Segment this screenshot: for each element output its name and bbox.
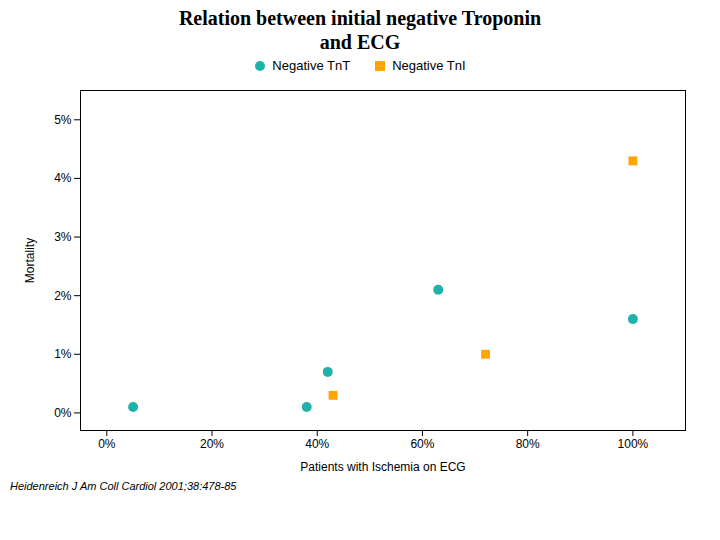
html-text:Heidenreich J Am Coll Cardiol: Heidenreich J Am Coll Cardiol 2001;38:47… bbox=[10, 480, 237, 492]
html-text:Negative TnT: Negative TnT bbox=[272, 58, 351, 73]
svg-text:3%: 3% bbox=[54, 230, 72, 244]
svg-text:Mortality: Mortality bbox=[23, 238, 37, 283]
svg-text:1%: 1% bbox=[54, 347, 72, 361]
svg-text:0%: 0% bbox=[98, 437, 116, 451]
svg-text:2%: 2% bbox=[54, 289, 72, 303]
svg-text:60%: 60% bbox=[410, 437, 434, 451]
svg-text:80%: 80% bbox=[516, 437, 540, 451]
html-text:Negative TnI: Negative TnI bbox=[392, 58, 466, 73]
svg-text:100%: 100% bbox=[618, 437, 649, 451]
svg-text:4%: 4% bbox=[54, 171, 72, 185]
svg-text:40%: 40% bbox=[305, 437, 329, 451]
svg-text:20%: 20% bbox=[200, 437, 224, 451]
svg-text:0%: 0% bbox=[54, 406, 72, 420]
html-text:and ECG: and ECG bbox=[319, 31, 401, 53]
svg-text:5%: 5% bbox=[54, 113, 72, 127]
svg-text:Patients with Ischemia on ECG: Patients with Ischemia on ECG bbox=[300, 460, 465, 474]
html-text:Relation between initial negat: Relation between initial negative Tropon… bbox=[178, 7, 542, 29]
